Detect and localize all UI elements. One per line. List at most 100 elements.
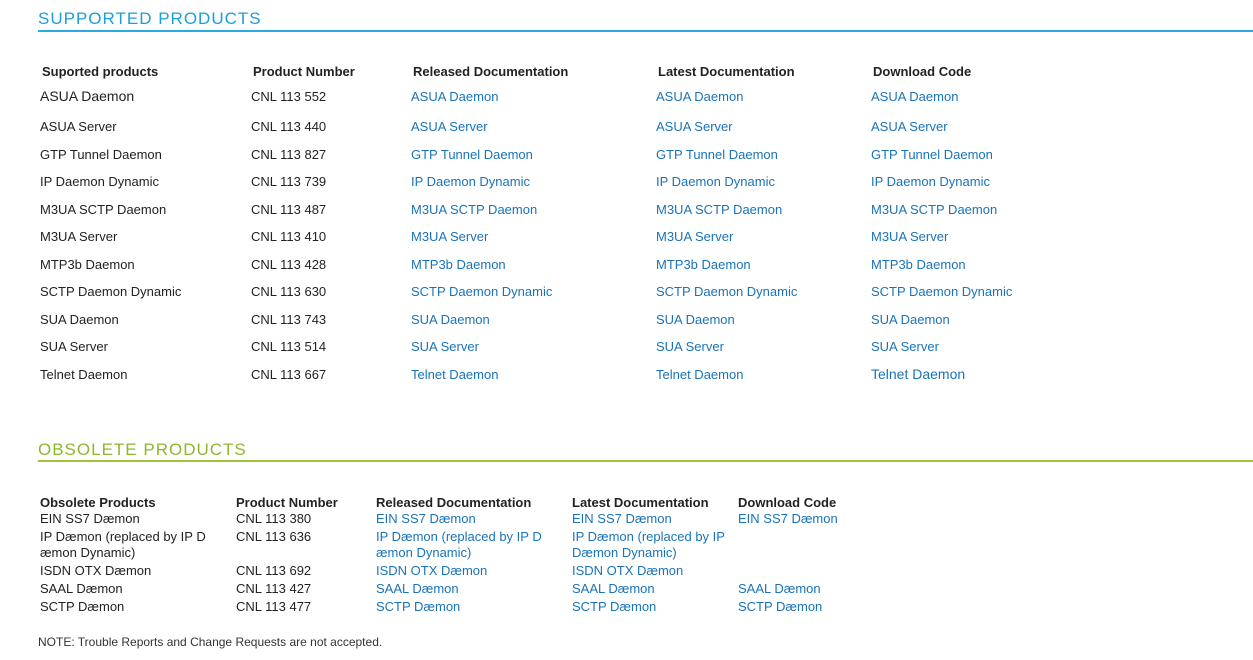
product-name-cell: Telnet Daemon: [40, 366, 128, 382]
download-code-link[interactable]: SAAL Dæmon: [738, 581, 821, 596]
released-documentation-link[interactable]: GTP Tunnel Daemon: [411, 146, 533, 162]
released-documentation-link[interactable]: SCTP Daemon Dynamic: [411, 284, 553, 299]
table-row: EIN SS7 Dæmon CNL 113 380 EIN SS7 Dæmon EIN…: [40, 511, 868, 529]
product-number-cell: CNL 113 636: [236, 529, 312, 544]
table-row: M3UA SCTP Daemon CNL 113 487 M3UA SCTP Dae…: [38, 201, 1069, 229]
latest-documentation-link[interactable]: ASUA Daemon: [656, 89, 744, 104]
table-row: MTP3b Daemon CNL 113 428 MTP3b Daemon MTP3b…: [38, 256, 1069, 284]
product-number-cell: CNL 113 440: [251, 119, 327, 134]
supported-products-title: SUPPORTED PRODUCTS: [38, 9, 262, 28]
download-code-cell: ASUA Daemon: [869, 86, 1069, 118]
download-code-cell: SUA Server: [869, 338, 1069, 366]
released-documentation-link[interactable]: SUA Server: [411, 339, 479, 354]
released-documentation-cell: SUA Server: [409, 338, 654, 366]
download-code-link[interactable]: ASUA Server: [871, 119, 948, 134]
latest-documentation-link[interactable]: IP Daemon Dynamic: [656, 174, 775, 189]
latest-documentation-cell: M3UA Server: [654, 228, 869, 256]
latest-documentation-cell: SCTP Dæmon: [572, 599, 738, 617]
latest-documentation-link[interactable]: M3UA Server: [656, 229, 734, 244]
latest-documentation-cell: ISDN OTX Dæmon: [572, 563, 738, 581]
latest-documentation-link[interactable]: MTP3b Daemon: [656, 256, 751, 272]
latest-documentation-link[interactable]: ASUA Server: [656, 119, 733, 134]
download-code-cell: SCTP Dæmon: [738, 599, 868, 617]
download-code-link[interactable]: SCTP Dæmon: [738, 599, 823, 614]
latest-documentation-link[interactable]: SCTP Daemon Dynamic: [656, 284, 798, 299]
download-code-link[interactable]: MTP3b Daemon: [871, 256, 966, 272]
released-documentation-cell: EIN SS7 Dæmon: [376, 511, 572, 529]
released-documentation-link[interactable]: ASUA Daemon: [411, 89, 499, 104]
download-code-cell: [738, 563, 868, 581]
download-code-cell: SAAL Dæmon: [738, 581, 868, 599]
download-code-cell: IP Daemon Dynamic: [869, 173, 1069, 201]
column-header-number: Product Number: [253, 64, 355, 79]
released-documentation-link[interactable]: ASUA Server: [411, 119, 488, 134]
product-number-cell: CNL 113 827: [251, 146, 327, 162]
latest-documentation-link[interactable]: EIN SS7 Dæmon: [572, 511, 672, 526]
released-documentation-link[interactable]: SUA Daemon: [411, 311, 490, 327]
released-documentation-cell: IP Daemon Dynamic: [409, 173, 654, 201]
product-name-cell: ISDN OTX Dæmon: [40, 563, 152, 578]
table-row: GTP Tunnel Daemon CNL 113 827 GTP Tunnel D…: [38, 146, 1069, 174]
released-documentation-cell: ISDN OTX Dæmon: [376, 563, 572, 581]
download-code-link[interactable]: ASUA Daemon: [871, 89, 959, 104]
note-text: NOTE: Trouble Reports and Change Request…: [38, 635, 383, 649]
latest-documentation-cell: SUA Daemon: [654, 311, 869, 339]
column-header-released-docs: Released Documentation: [413, 64, 569, 79]
released-documentation-cell: MTP3b Daemon: [409, 256, 654, 284]
table-row: SUA Server CNL 113 514 SUA Server SUA Serve…: [38, 338, 1069, 366]
released-documentation-cell: SAAL Dæmon: [376, 581, 572, 599]
product-name-cell: ASUA Server: [40, 119, 117, 134]
latest-documentation-link[interactable]: SUA Server: [656, 339, 724, 354]
released-documentation-link[interactable]: SCTP Dæmon: [376, 599, 461, 614]
table-row: IP Dæmon (replaced by IP D æmon Dynamic)…: [40, 529, 868, 563]
released-documentation-link[interactable]: Telnet Daemon: [411, 366, 499, 382]
product-number-cell: CNL 113 739: [251, 174, 327, 189]
product-name-cell: SCTP Daemon Dynamic: [40, 284, 182, 299]
released-documentation-cell: SCTP Dæmon: [376, 599, 572, 617]
download-code-link[interactable]: M3UA SCTP Daemon: [871, 201, 998, 217]
released-documentation-cell: M3UA Server: [409, 228, 654, 256]
product-name-cell: SCTP Dæmon: [40, 599, 125, 614]
download-code-link[interactable]: SCTP Daemon Dynamic: [871, 284, 1013, 299]
download-code-link[interactable]: Telnet Daemon: [871, 365, 966, 382]
released-documentation-link[interactable]: EIN SS7 Dæmon: [376, 511, 476, 526]
released-documentation-cell: Telnet Daemon: [409, 366, 654, 394]
product-name-cell: IP Daemon Dynamic: [40, 174, 159, 189]
download-code-link[interactable]: M3UA Server: [871, 229, 949, 244]
released-documentation-link[interactable]: IP Dæmon (replaced by IP D æmon Dynamic): [376, 529, 542, 560]
latest-documentation-link[interactable]: SAAL Dæmon: [572, 581, 655, 596]
product-name-cell: SUA Server: [40, 339, 108, 354]
released-documentation-link[interactable]: MTP3b Daemon: [411, 256, 506, 272]
table-row: SAAL Dæmon CNL 113 427 SAAL Dæmon SAAL Dæmo…: [40, 581, 868, 599]
download-code-cell: ASUA Server: [869, 118, 1069, 146]
released-documentation-link[interactable]: M3UA Server: [411, 229, 489, 244]
product-name-cell: ASUA Daemon: [40, 88, 135, 104]
latest-documentation-link[interactable]: ISDN OTX Dæmon: [572, 563, 684, 578]
latest-documentation-link[interactable]: Telnet Daemon: [656, 366, 744, 382]
download-code-link[interactable]: SUA Daemon: [871, 311, 950, 327]
latest-documentation-cell: GTP Tunnel Daemon: [654, 146, 869, 174]
download-code-cell: SCTP Daemon Dynamic: [869, 283, 1069, 311]
latest-documentation-link[interactable]: GTP Tunnel Daemon: [656, 146, 778, 162]
latest-documentation-link[interactable]: SUA Daemon: [656, 311, 735, 327]
latest-documentation-link[interactable]: M3UA SCTP Daemon: [656, 201, 783, 217]
download-code-link[interactable]: GTP Tunnel Daemon: [871, 146, 993, 162]
column-header-download: Download Code: [873, 64, 972, 79]
product-name-cell: SAAL Dæmon: [40, 581, 123, 596]
released-documentation-link[interactable]: ISDN OTX Dæmon: [376, 563, 488, 578]
released-documentation-link[interactable]: M3UA SCTP Daemon: [411, 201, 538, 217]
product-number-cell: CNL 113 514: [251, 339, 327, 354]
product-number-cell: CNL 113 427: [236, 581, 312, 596]
released-documentation-cell: SUA Daemon: [409, 311, 654, 339]
released-documentation-link[interactable]: SAAL Dæmon: [376, 581, 459, 596]
product-number-cell: CNL 113 692: [236, 563, 312, 578]
download-code-cell: GTP Tunnel Daemon: [869, 146, 1069, 174]
download-code-link[interactable]: EIN SS7 Dæmon: [738, 511, 838, 526]
product-number-cell: CNL 113 667: [251, 366, 327, 382]
latest-documentation-link[interactable]: IP Dæmon (replaced by IP Dæmon Dynamic): [572, 529, 725, 560]
latest-documentation-link[interactable]: SCTP Dæmon: [572, 599, 657, 614]
download-code-link[interactable]: SUA Server: [871, 339, 939, 354]
released-documentation-link[interactable]: IP Daemon Dynamic: [411, 174, 530, 189]
download-code-link[interactable]: IP Daemon Dynamic: [871, 174, 990, 189]
latest-documentation-cell: SUA Server: [654, 338, 869, 366]
